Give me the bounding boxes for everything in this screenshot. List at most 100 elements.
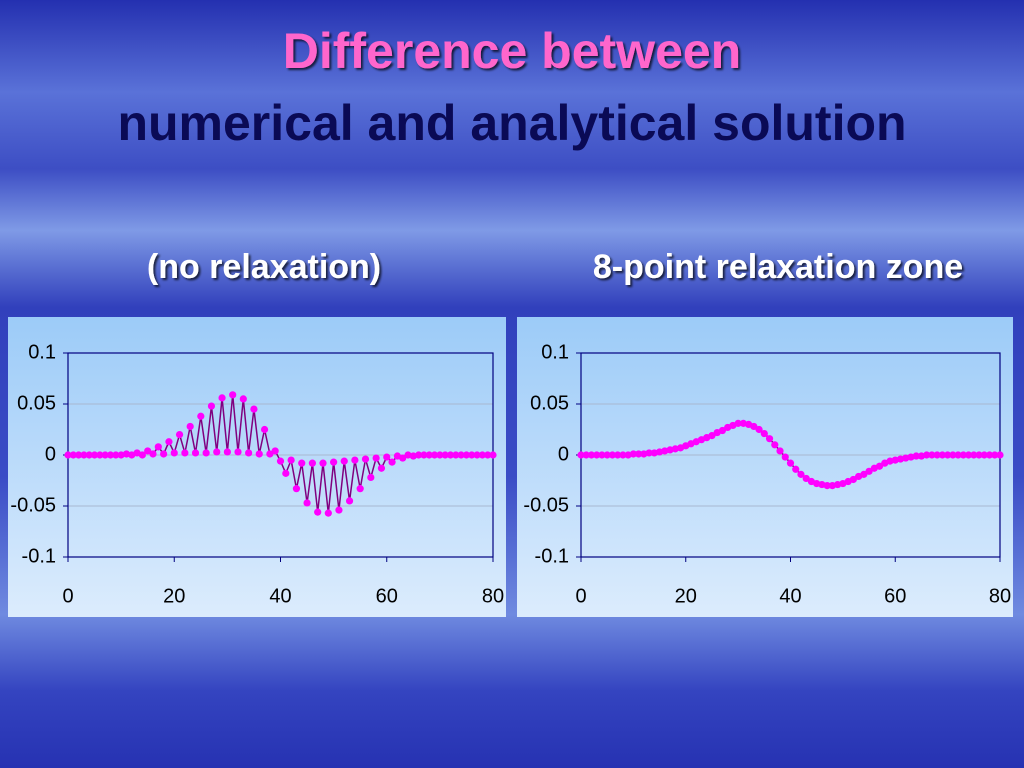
data-point xyxy=(875,462,884,470)
data-point xyxy=(598,451,606,459)
data-point xyxy=(949,451,957,459)
data-point xyxy=(101,451,109,459)
data-point xyxy=(582,451,590,459)
data-point xyxy=(186,422,194,431)
data-point xyxy=(452,451,460,459)
data-point xyxy=(170,449,178,457)
data-point xyxy=(144,447,152,455)
data-point xyxy=(603,451,611,459)
data-point xyxy=(160,450,168,458)
data-point xyxy=(786,459,795,467)
data-point xyxy=(462,451,471,459)
data-point xyxy=(781,453,789,461)
data-point xyxy=(69,451,77,459)
data-point xyxy=(771,441,779,449)
data-point xyxy=(933,451,941,459)
data-point xyxy=(191,449,200,457)
x-tick-label: 40 xyxy=(269,585,291,607)
data-point xyxy=(629,450,637,458)
data-point xyxy=(954,451,962,459)
chart-title: (no relaxation) xyxy=(147,248,381,286)
data-point xyxy=(489,451,497,459)
data-point xyxy=(964,451,973,459)
y-tick-label: 0 xyxy=(45,443,56,465)
y-tick-label: 0 xyxy=(558,443,569,465)
data-point xyxy=(792,465,800,473)
y-tick-label: -0.1 xyxy=(535,545,569,567)
data-point xyxy=(245,449,253,457)
data-point xyxy=(619,451,627,459)
data-point xyxy=(80,451,88,459)
data-point xyxy=(271,447,279,455)
data-point xyxy=(944,451,952,459)
data-point xyxy=(959,451,967,459)
data-point xyxy=(923,451,931,459)
data-point xyxy=(970,451,978,459)
data-point xyxy=(996,451,1004,459)
data-point xyxy=(577,451,585,459)
data-point xyxy=(324,509,332,517)
data-point xyxy=(308,459,316,467)
data-point xyxy=(106,451,115,459)
data-point xyxy=(356,485,364,493)
chart: 8-point relaxation zone -0.1 -0.05 0 0.05 0.1… xyxy=(517,248,1013,617)
data-point xyxy=(912,452,920,460)
data-point xyxy=(149,450,157,458)
x-tick-label: 80 xyxy=(482,585,504,607)
x-tick-label: 60 xyxy=(376,585,398,607)
data-point xyxy=(802,474,810,483)
data-point xyxy=(860,470,868,478)
data-point xyxy=(436,451,444,459)
data-point xyxy=(776,447,784,455)
data-point xyxy=(388,458,396,466)
data-point xyxy=(361,455,370,463)
data-point xyxy=(197,412,205,420)
data-point xyxy=(478,451,486,459)
data-point xyxy=(938,451,946,459)
data-point xyxy=(441,451,449,459)
data-point xyxy=(202,449,210,457)
data-point xyxy=(760,429,768,438)
data-point xyxy=(797,470,805,478)
data-point xyxy=(430,451,439,459)
x-tick-label: 40 xyxy=(779,585,801,607)
data-point xyxy=(154,443,162,451)
data-point xyxy=(750,422,758,431)
data-point xyxy=(446,451,455,459)
x-tick-label: 20 xyxy=(163,585,185,607)
data-point xyxy=(425,451,433,459)
x-tick-label: 60 xyxy=(884,585,906,607)
data-point xyxy=(468,451,476,459)
data-point xyxy=(207,402,216,410)
data-point xyxy=(420,451,428,459)
data-point xyxy=(823,482,831,490)
data-point xyxy=(608,451,617,459)
data-point xyxy=(319,459,327,467)
data-point xyxy=(223,448,231,456)
data-point xyxy=(64,451,72,459)
data-point xyxy=(587,451,596,459)
data-point xyxy=(635,450,643,458)
y-tick-label: 0.05 xyxy=(17,392,56,414)
data-point xyxy=(303,499,311,507)
data-point xyxy=(260,425,269,434)
data-point xyxy=(708,432,716,440)
data-point xyxy=(335,506,343,514)
data-point xyxy=(991,451,999,459)
data-point xyxy=(165,438,173,446)
data-point xyxy=(351,456,359,464)
data-point xyxy=(383,453,391,461)
data-point xyxy=(175,431,184,439)
data-point xyxy=(473,451,481,459)
data-point xyxy=(399,454,407,462)
y-tick-label: -0.1 xyxy=(22,545,56,567)
y-tick-label: -0.05 xyxy=(10,494,56,516)
x-tick-label: 0 xyxy=(62,585,73,607)
chart-panel xyxy=(8,317,506,617)
x-tick-label: 80 xyxy=(989,585,1011,607)
data-point xyxy=(755,425,763,434)
data-point xyxy=(75,451,83,459)
data-point xyxy=(614,451,622,459)
data-point xyxy=(250,405,258,413)
